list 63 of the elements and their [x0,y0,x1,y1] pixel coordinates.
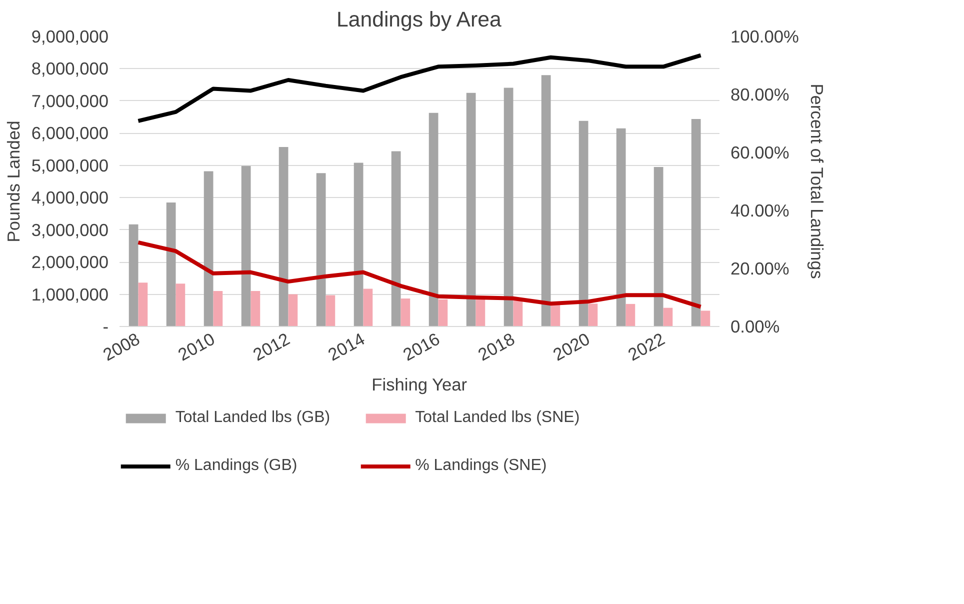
x-tick-label: 2010 [174,328,218,365]
bar [213,291,223,326]
x-tick-label: 2018 [474,328,518,365]
y-tick-label: 9,000,000 [31,26,109,46]
y-axis-title: Pounds Landed [3,120,24,242]
x-tick-label: 2022 [624,328,668,365]
y2-tick-label: 40.00% [730,200,790,220]
bar [466,92,476,326]
x-tick-label: 2014 [324,328,368,365]
bar [616,128,626,326]
bar [428,112,438,326]
legend-label: % Landings (GB) [175,457,298,475]
y2-tick-label: 60.00% [730,142,790,162]
legend-label: % Landings (SNE) [415,457,547,475]
bar [326,295,336,326]
bar [363,288,373,326]
bar [541,75,551,326]
bar [166,202,176,326]
bar [700,310,710,326]
bar [176,284,186,326]
legend-label: Total Landed lbs (SNE) [415,409,580,427]
bar [354,162,364,326]
bar [578,120,588,326]
bar [288,294,298,326]
y2-tick-label: 100.00% [730,26,799,46]
bar [476,299,486,326]
y-tick-label: 2,000,000 [31,252,109,272]
y2-tick-label: 20.00% [730,258,790,278]
bar [316,173,326,326]
bar [241,166,251,326]
bar [513,300,523,326]
bar [204,171,214,326]
y-tick-label: 7,000,000 [31,90,109,111]
x-axis-title: Fishing Year [372,374,468,395]
bar [588,304,598,326]
bar [391,151,401,326]
y-tick-label: 8,000,000 [31,58,109,79]
y-tick-label: 6,000,000 [31,123,109,144]
bar [138,282,148,326]
y2-tick-label: 80.00% [730,84,790,104]
y-tick-label: 4,000,000 [31,188,109,208]
x-tick-label: 2012 [250,328,294,365]
line-series [136,53,703,123]
bar [250,291,260,326]
bar [400,298,410,326]
line-series [136,240,703,309]
y2-axis-title: Percent of Total Landings [806,84,827,280]
x-tick-label: 2020 [550,328,594,365]
bar [626,304,636,326]
y-tick-label: 3,000,000 [31,220,109,240]
legend-label: Total Landed lbs (GB) [175,409,330,427]
y2-tick-label: 0.00% [730,316,780,336]
bar [654,167,664,326]
y-tick-label: 1,000,000 [31,284,109,304]
y-tick-label: 5,000,000 [31,155,109,176]
bar [663,308,673,326]
bar [438,299,448,326]
x-tick-label: 2016 [400,328,444,365]
chart-title: Landings by Area [336,8,502,32]
bar [691,118,701,326]
bar [504,88,514,326]
bar [128,224,138,326]
bar [278,147,288,326]
